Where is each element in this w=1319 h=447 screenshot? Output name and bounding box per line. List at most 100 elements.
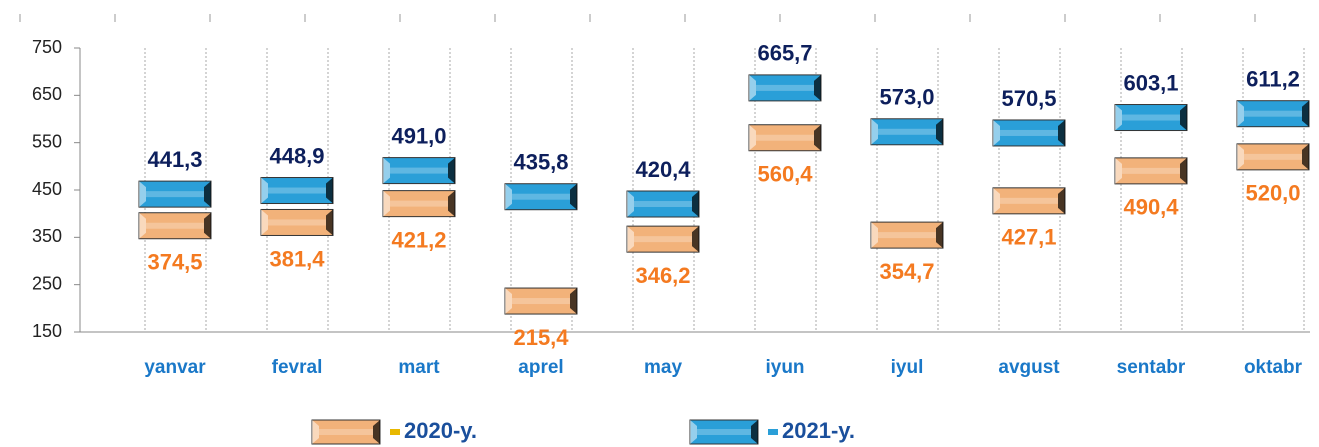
marker-part <box>689 419 759 445</box>
marker <box>748 124 822 152</box>
marker <box>748 74 822 102</box>
marker-part <box>326 177 333 204</box>
marker <box>1114 104 1188 132</box>
marker-part <box>1122 167 1180 174</box>
marker-part <box>146 222 204 229</box>
x-tick-label: aprel <box>518 357 563 378</box>
marker <box>1114 157 1188 185</box>
marker-part <box>382 157 456 185</box>
marker-part <box>751 420 758 444</box>
marker-part <box>326 209 333 236</box>
marker-part <box>814 124 821 151</box>
marker-part <box>1114 157 1188 185</box>
marker-part <box>138 180 212 208</box>
marker-part <box>1237 100 1244 127</box>
marker-part <box>748 74 822 102</box>
marker-part <box>390 167 448 174</box>
marker <box>382 190 456 218</box>
y-tick-label: 550 <box>32 131 62 151</box>
marker <box>992 119 1066 147</box>
x-tick-label: oktabr <box>1244 357 1303 378</box>
y-tick-label: 650 <box>32 84 62 104</box>
marker <box>260 177 334 205</box>
marker <box>504 183 578 211</box>
data-label: 520,0 <box>1245 181 1300 206</box>
marker-part <box>634 201 692 208</box>
marker-part <box>139 212 146 239</box>
legend-label: 2021-y. <box>782 418 855 443</box>
legend-swatch <box>768 429 778 435</box>
data-label: 665,7 <box>757 41 812 66</box>
data-label: 215,4 <box>513 325 569 350</box>
marker-part <box>690 420 697 444</box>
top-dots <box>19 14 1256 22</box>
legend-swatch <box>311 419 381 445</box>
data-label: 560,4 <box>757 162 813 187</box>
y-tick-label: 250 <box>32 273 62 293</box>
marker <box>382 157 456 185</box>
marker-part <box>448 190 455 217</box>
legend-swatch <box>390 429 400 435</box>
marker <box>992 187 1066 215</box>
marker <box>870 118 944 146</box>
data-label: 374,5 <box>147 250 202 275</box>
marker-part <box>261 177 268 204</box>
marker-part <box>268 187 326 194</box>
marker-part <box>870 221 944 249</box>
marker-part <box>1180 104 1187 131</box>
marker <box>626 190 700 218</box>
marker-part <box>448 157 455 184</box>
marker-part <box>993 187 1000 214</box>
data-label: 448,9 <box>269 143 324 168</box>
marker-part <box>749 74 756 101</box>
marker-part <box>692 226 699 253</box>
marker <box>504 287 578 315</box>
marker-part <box>1302 143 1309 170</box>
x-tick-label: yanvar <box>144 357 206 378</box>
data-label: 354,7 <box>879 259 934 284</box>
data-label: 346,2 <box>635 263 690 288</box>
data-label: 421,2 <box>391 227 446 252</box>
marker-part <box>697 429 751 435</box>
marker-part <box>505 183 512 210</box>
marker-part <box>261 209 268 236</box>
data-label: 427,1 <box>1001 225 1056 250</box>
marker <box>1236 100 1310 128</box>
marker-part <box>1302 100 1309 127</box>
marker-part <box>382 190 456 218</box>
y-tick-label: 750 <box>32 37 62 57</box>
marker-part <box>390 200 448 207</box>
marker-part <box>1000 129 1058 136</box>
marker-part <box>1237 143 1244 170</box>
marker-part <box>756 134 814 141</box>
marker-part <box>870 118 944 146</box>
marker-part <box>204 212 211 239</box>
marker-part <box>312 420 319 444</box>
marker-part <box>373 420 380 444</box>
data-label: 435,8 <box>513 150 568 175</box>
data-label: 490,4 <box>1123 195 1179 220</box>
data-label: 441,3 <box>147 147 202 172</box>
data-label: 491,0 <box>391 123 446 148</box>
marker-part <box>570 183 577 210</box>
x-tick-label: fevral <box>272 357 323 378</box>
marker-part <box>814 74 821 101</box>
marker-part <box>1000 197 1058 204</box>
marker <box>138 180 212 208</box>
marker-part <box>1058 119 1065 146</box>
marker-part <box>936 222 943 249</box>
data-label: 611,2 <box>1246 67 1300 92</box>
data-label: 420,4 <box>635 157 691 182</box>
marker-part <box>1058 187 1065 214</box>
marker-part <box>756 84 814 91</box>
data-label: 570,5 <box>1001 86 1056 111</box>
marker-part <box>311 419 381 445</box>
legend-label: 2020-y. <box>404 418 477 443</box>
marker <box>1236 143 1310 171</box>
data-label: 381,4 <box>269 246 325 271</box>
marker-part <box>1115 104 1122 131</box>
x-tick-label: avgust <box>998 357 1060 378</box>
marker-part <box>204 181 211 208</box>
marker-part <box>505 288 512 315</box>
marker-part <box>878 232 936 239</box>
